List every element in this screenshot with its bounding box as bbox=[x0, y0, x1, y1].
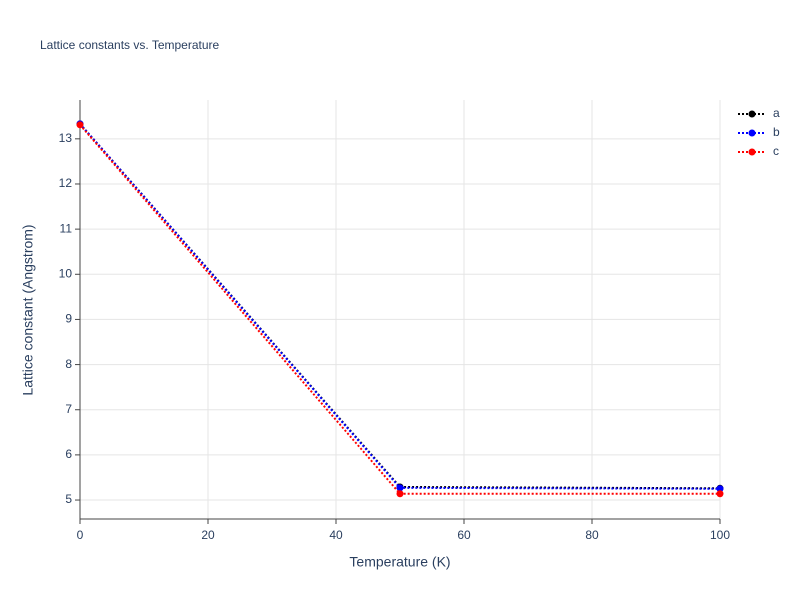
legend-label: b bbox=[773, 125, 780, 139]
y-axis-title: Lattice constant (Angstrom) bbox=[20, 224, 36, 395]
y-tick-label: 6 bbox=[65, 447, 72, 461]
y-tick-label: 12 bbox=[59, 176, 73, 190]
legend-label: c bbox=[773, 144, 779, 158]
data-point bbox=[396, 490, 404, 498]
x-axis-title: Temperature (K) bbox=[349, 554, 450, 570]
data-point bbox=[396, 484, 404, 492]
series-line bbox=[79, 123, 721, 490]
y-tick-label: 11 bbox=[60, 221, 73, 235]
legend-marker bbox=[748, 148, 756, 156]
y-tick-label: 5 bbox=[65, 492, 72, 506]
legend-label: a bbox=[773, 106, 780, 120]
data-point bbox=[716, 485, 724, 493]
x-tick-label: 40 bbox=[329, 528, 343, 542]
legend-marker bbox=[748, 110, 756, 118]
x-tick-label: 80 bbox=[585, 528, 599, 542]
y-tick-label: 8 bbox=[65, 357, 72, 371]
data-point bbox=[76, 121, 84, 129]
y-tick-label: 7 bbox=[65, 402, 72, 416]
y-tick-label: 10 bbox=[59, 266, 73, 280]
x-tick-label: 100 bbox=[710, 528, 730, 542]
series-line bbox=[79, 123, 721, 490]
data-point bbox=[716, 490, 724, 498]
y-tick-label: 13 bbox=[59, 131, 73, 145]
x-tick-label: 0 bbox=[77, 528, 84, 542]
series-line bbox=[79, 124, 720, 495]
y-tick-label: 9 bbox=[65, 312, 72, 326]
x-tick-label: 20 bbox=[201, 528, 215, 542]
legend-marker bbox=[748, 129, 756, 137]
x-tick-label: 60 bbox=[457, 528, 471, 542]
chart-title: Lattice constants vs. Temperature bbox=[40, 38, 220, 52]
